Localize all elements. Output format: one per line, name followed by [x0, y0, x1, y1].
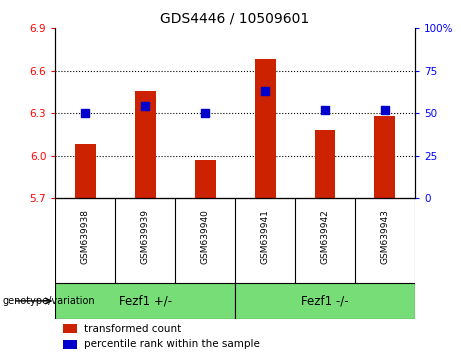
Bar: [254, 59, 276, 198]
Point: [142, 104, 149, 109]
Point: [261, 88, 269, 94]
Text: GSM639943: GSM639943: [380, 209, 390, 264]
Bar: [235, 283, 415, 319]
Bar: [55, 283, 235, 319]
Bar: [374, 116, 396, 198]
Text: genotype/variation: genotype/variation: [2, 296, 95, 306]
Bar: [63, 324, 77, 333]
Text: GSM639939: GSM639939: [141, 209, 150, 264]
Text: GSM639941: GSM639941: [260, 209, 270, 264]
Text: Fezf1 +/-: Fezf1 +/-: [118, 295, 172, 307]
Title: GDS4446 / 10509601: GDS4446 / 10509601: [160, 12, 310, 26]
Point: [321, 107, 329, 113]
Text: transformed count: transformed count: [84, 324, 181, 333]
Point: [201, 110, 209, 116]
Bar: [75, 144, 96, 198]
Text: Fezf1 -/-: Fezf1 -/-: [301, 295, 349, 307]
Text: GSM639942: GSM639942: [320, 209, 330, 264]
Bar: [63, 340, 77, 349]
Text: GSM639940: GSM639940: [201, 209, 210, 264]
Point: [82, 110, 89, 116]
Text: GSM639938: GSM639938: [81, 209, 90, 264]
Text: percentile rank within the sample: percentile rank within the sample: [84, 339, 260, 349]
Bar: [314, 130, 336, 198]
Point: [381, 107, 389, 113]
Bar: [135, 91, 156, 198]
Bar: [195, 160, 216, 198]
